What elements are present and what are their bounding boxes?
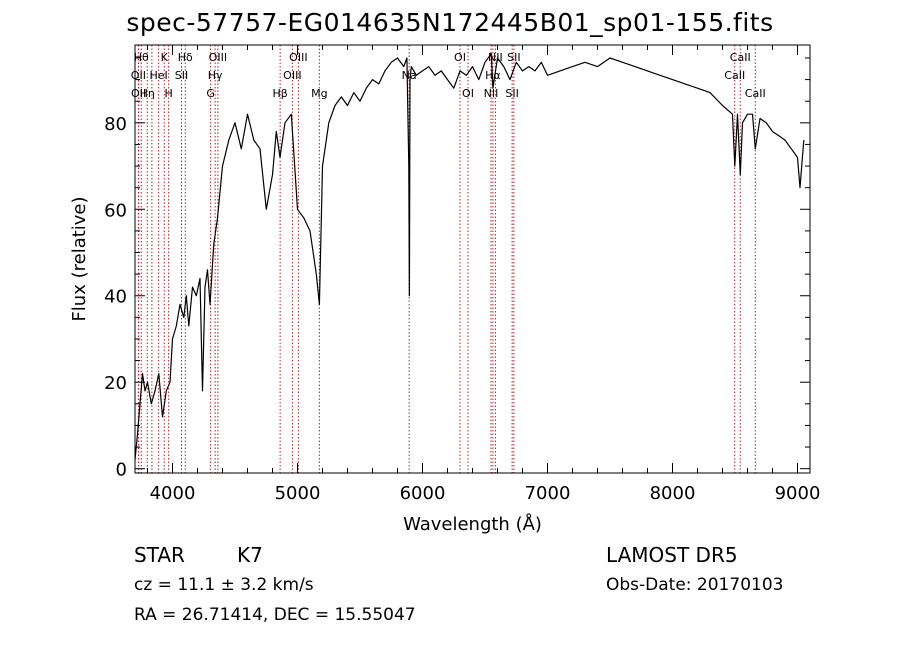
line-marker-label: G — [206, 87, 215, 100]
object-class: STAR — [134, 543, 185, 567]
y-tick-label: 80 — [104, 114, 127, 135]
line-marker-label: Hβ — [272, 87, 287, 100]
line-marker-label: Hγ — [208, 69, 223, 82]
plot-title: spec-57757-EG014635N172445B01_sp01-155.f… — [126, 8, 774, 37]
x-tick-label: 6000 — [400, 483, 446, 504]
line-marker-label: Hη — [140, 87, 155, 100]
line-marker-label: Hθ — [134, 51, 149, 64]
y-tick-label: 40 — [104, 287, 127, 308]
x-tick-label: 5000 — [275, 483, 321, 504]
line-marker-label: HeI — [149, 69, 167, 82]
x-tick-label: 7000 — [525, 483, 571, 504]
x-axis-ticks: 4000 5000 6000 7000 8000 9000 — [147, 45, 821, 504]
plot-frame — [134, 44, 811, 474]
line-marker-label: SII — [175, 69, 188, 82]
line-marker-label: H — [164, 87, 172, 100]
line-marker-label: OIII — [209, 51, 227, 64]
x-tick-label: 4000 — [150, 483, 196, 504]
line-marker-label: SII — [505, 87, 518, 100]
line-marker-label: Na — [402, 69, 417, 82]
line-marker-label: SII — [507, 51, 520, 64]
coordinates: RA = 26.71414, DEC = 15.55047 — [134, 605, 416, 625]
line-marker-label: NII — [484, 87, 499, 100]
y-axis-ticks: 0 20 40 60 80 — [104, 57, 810, 481]
spectral-line-labels: HθOIIOIIHηHeIKHSIIHδGHγOIIIHβOIIIOIIIMgN… — [131, 51, 766, 100]
redshift-cz: cz = 11.1 ± 3.2 km/s — [134, 575, 314, 595]
line-marker-label: OIII — [289, 51, 307, 64]
object-subclass: K7 — [237, 543, 263, 567]
line-marker-label: OI — [454, 51, 466, 64]
line-marker-label: Hδ — [178, 51, 193, 64]
x-tick-label: 8000 — [650, 483, 696, 504]
line-marker-label: CaII — [730, 51, 751, 64]
line-marker-label: OI — [462, 87, 474, 100]
survey-name: LAMOST DR5 — [606, 543, 738, 567]
obs-date: Obs-Date: 20170103 — [606, 575, 784, 595]
y-tick-label: 20 — [104, 373, 127, 394]
line-marker-label: CaII — [724, 69, 745, 82]
line-marker-label: OIII — [283, 69, 301, 82]
x-tick-label: 9000 — [775, 483, 821, 504]
y-tick-label: 0 — [116, 460, 127, 481]
line-marker-label: K — [161, 51, 169, 64]
y-axis-label: Flux (relative) — [69, 196, 90, 321]
spectrum-line — [134, 53, 805, 461]
spectral-line-markers — [137, 45, 756, 473]
x-axis-label: Wavelength (Å) — [403, 513, 542, 535]
line-marker-label: CaII — [745, 87, 766, 100]
y-tick-label: 60 — [104, 200, 127, 221]
line-marker-label: Mg — [311, 87, 327, 100]
